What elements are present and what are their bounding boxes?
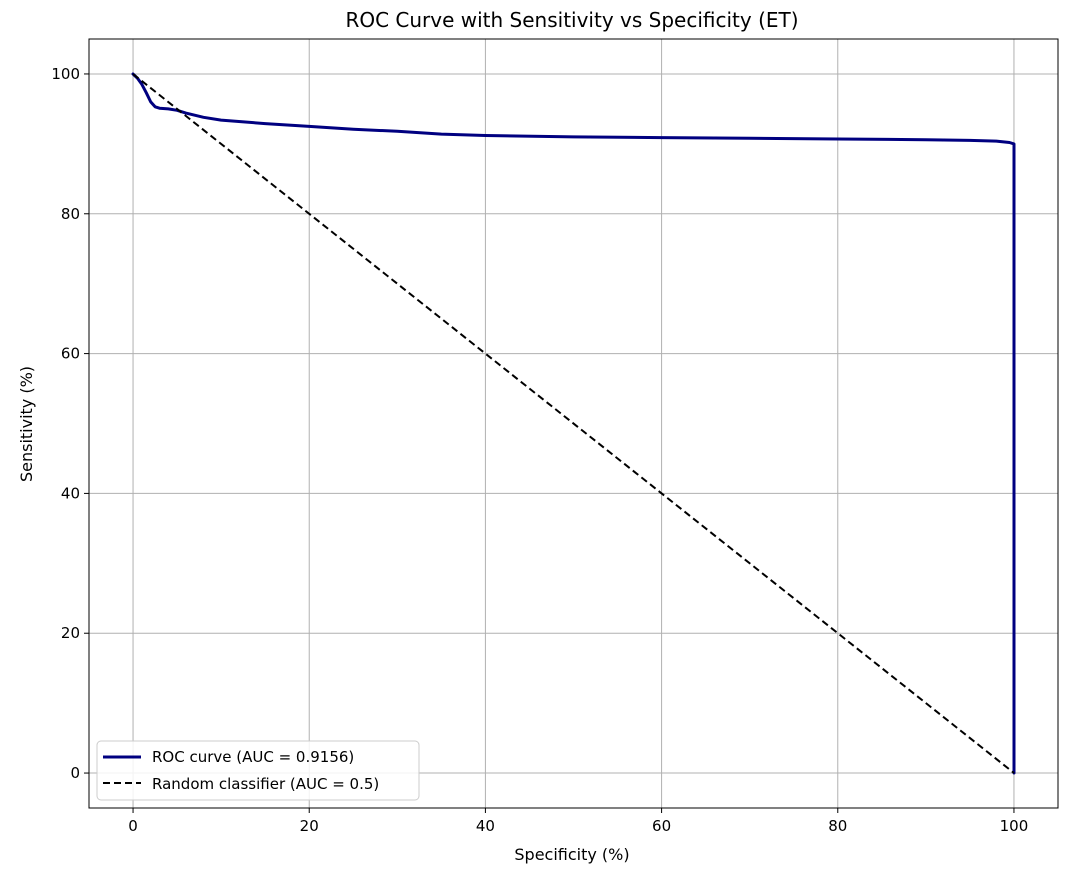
- legend: ROC curve (AUC = 0.9156) Random classifi…: [96, 740, 420, 801]
- legend-label-roc-curve: ROC curve (AUC = 0.9156): [152, 748, 354, 766]
- y-tick-label: 80: [61, 205, 80, 223]
- plot-frame: [88, 38, 1059, 809]
- x-tick-label: 0: [128, 817, 138, 835]
- y-tick-label: 40: [61, 484, 80, 502]
- y-tick-label: 60: [61, 345, 80, 363]
- roc-curve-line: [131, 72, 1016, 775]
- grid: [89, 39, 1058, 808]
- series-layer: [131, 72, 1016, 775]
- random-classifier-line: [132, 73, 1015, 774]
- legend-box: [96, 740, 420, 801]
- x-tick-label: 80: [828, 817, 847, 835]
- chart-title: ROC Curve with Sensitivity vs Specificit…: [345, 8, 798, 32]
- y-axis-label: Sensitivity (%): [17, 366, 36, 482]
- legend-label-random-classifier: Random classifier (AUC = 0.5): [152, 775, 379, 793]
- y-tick-label: 20: [61, 624, 80, 642]
- x-tick-label: 20: [300, 817, 319, 835]
- ticks: 0 20 40 60 80 100 0 20 40 60 80 100: [51, 65, 1028, 835]
- x-tick-label: 100: [1000, 817, 1029, 835]
- x-tick-label: 60: [652, 817, 671, 835]
- x-axis-label: Specificity (%): [514, 845, 629, 864]
- x-tick-label: 40: [476, 817, 495, 835]
- y-tick-label: 100: [51, 65, 80, 83]
- y-tick-label: 0: [70, 764, 80, 782]
